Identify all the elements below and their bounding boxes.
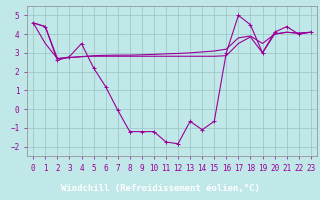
Text: Windchill (Refroidissement éolien,°C): Windchill (Refroidissement éolien,°C) (60, 184, 260, 193)
